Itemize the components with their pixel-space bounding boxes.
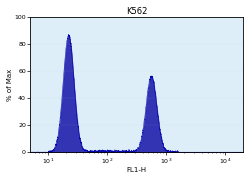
X-axis label: FL1-H: FL1-H [126,167,147,173]
Title: K562: K562 [126,7,147,16]
Y-axis label: % of Max: % of Max [7,68,13,101]
